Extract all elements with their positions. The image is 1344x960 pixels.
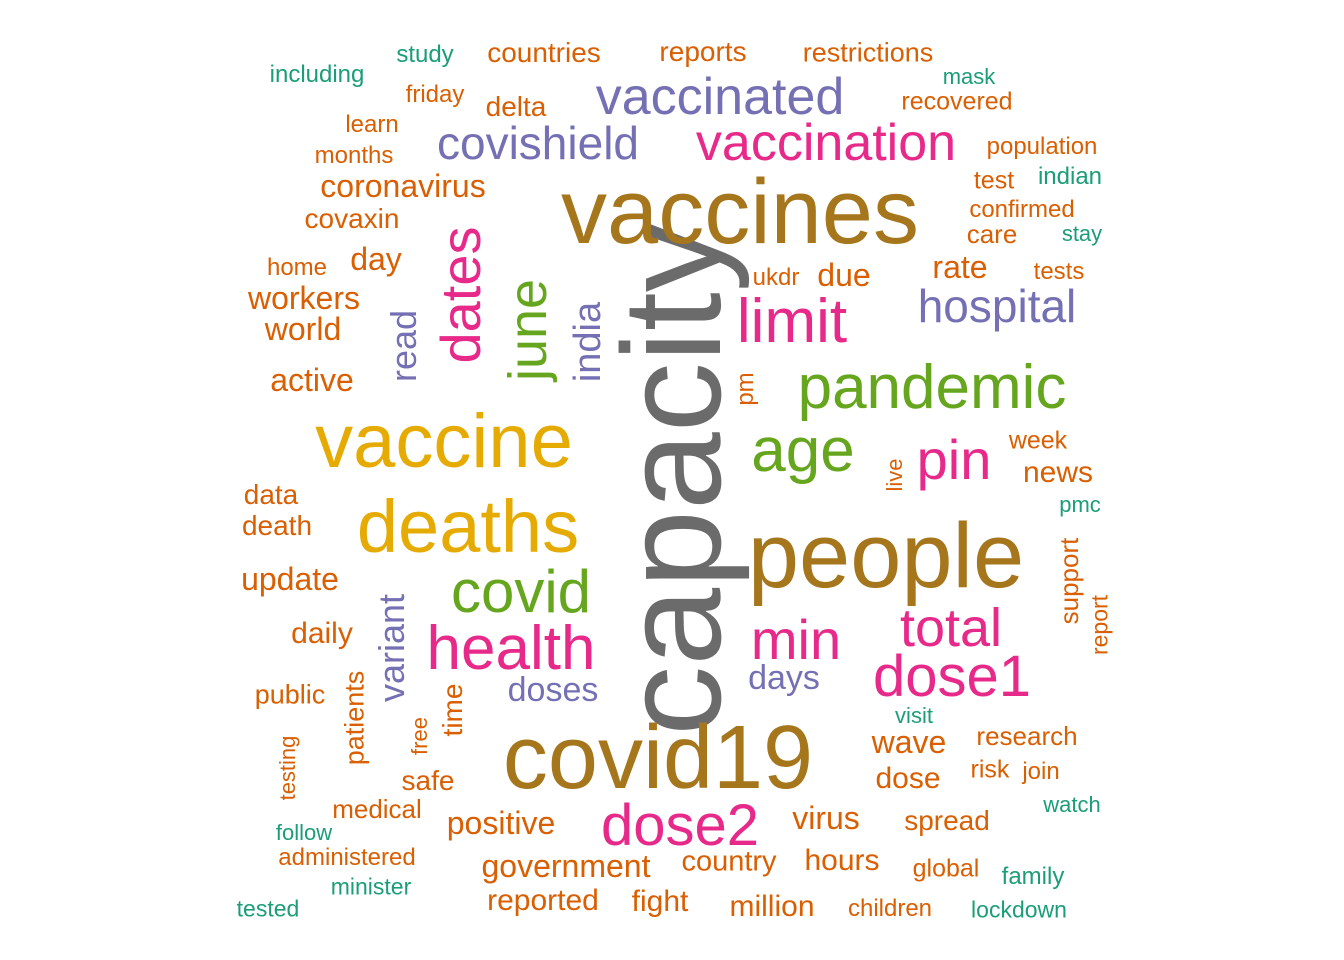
word-safe: safe [401, 765, 455, 796]
word-mask: mask [942, 64, 996, 89]
word-care: care [966, 219, 1018, 249]
word-learn: learn [345, 111, 399, 138]
word-data: data [243, 479, 299, 510]
word-covid: covid [450, 558, 592, 625]
word-recovered: recovered [901, 87, 1013, 116]
word-test: test [973, 166, 1015, 195]
word-indian: indian [1037, 163, 1103, 190]
word-pin: pin [916, 428, 992, 491]
word-tested: tested [236, 895, 300, 922]
word-tests: tests [1033, 258, 1085, 285]
word-due: due [817, 257, 871, 293]
word-covishield: covishield [437, 117, 639, 169]
word-global: global [912, 854, 980, 883]
word-covid19: covid19 [502, 708, 814, 808]
word-home: home [266, 254, 328, 281]
word-confirmed: confirmed [969, 196, 1075, 223]
word-workers: workers [247, 280, 361, 316]
word-daily: daily [291, 617, 353, 650]
word-vaccination: vaccination [695, 114, 957, 172]
word-million: million [729, 890, 815, 923]
word-covaxin: covaxin [304, 203, 400, 234]
word-minister: minister [330, 873, 412, 900]
word-testing: testing [275, 735, 300, 801]
word-medical: medical [332, 794, 422, 824]
word-dose1: dose1 [872, 644, 1032, 709]
word-restrictions: restrictions [802, 37, 934, 68]
word-age: age [751, 416, 855, 485]
word-doses: doses [507, 671, 599, 709]
word-active: active [270, 362, 354, 398]
word-week: week [1008, 426, 1068, 455]
word-capacity: capacity [593, 222, 750, 736]
word-dates: dates [429, 226, 492, 364]
word-virus: virus [792, 800, 860, 836]
word-pmc: pmc [1059, 492, 1101, 517]
word-lockdown: lockdown [971, 896, 1067, 923]
word-family: family [1001, 863, 1065, 890]
word-variant: variant [371, 593, 412, 703]
word-hospital: hospital [917, 280, 1077, 332]
word-limit: limit [736, 287, 848, 356]
word-june: june [498, 278, 558, 382]
word-visit: visit [895, 703, 933, 728]
word-news: news [1022, 456, 1094, 489]
word-join: join [1022, 758, 1060, 785]
word-delta: delta [485, 91, 547, 122]
word-time: time [437, 683, 468, 737]
word-support: support [1054, 537, 1084, 625]
word-including: including [269, 61, 365, 88]
word-coronavirus: coronavirus [320, 168, 486, 204]
word-days: days [748, 659, 820, 697]
word-research: research [976, 721, 1078, 751]
word-report: report [1086, 594, 1113, 656]
word-spread: spread [904, 805, 990, 836]
word-risk: risk [970, 755, 1010, 784]
word-patients: patients [339, 670, 370, 766]
word-pandemic: pandemic [797, 353, 1067, 422]
word-reported: reported [487, 884, 599, 917]
word-population: population [986, 133, 1098, 160]
word-administered: administered [278, 844, 416, 871]
word-public: public [254, 679, 326, 710]
word-dose2: dose2 [600, 793, 760, 858]
word-positive: positive [446, 805, 556, 841]
word-vaccine: vaccine [315, 399, 573, 484]
word-update: update [241, 561, 339, 597]
word-health: health [426, 614, 596, 683]
word-live: live [882, 458, 907, 492]
word-follow: follow [275, 820, 333, 845]
word-rate: rate [932, 249, 988, 285]
word-months: months [314, 142, 394, 169]
word-wave: wave [871, 724, 947, 760]
word-countries: countries [487, 37, 601, 68]
word-stay: stay [1061, 221, 1103, 246]
word-friday: friday [405, 81, 465, 108]
word-reports: reports [659, 36, 747, 67]
word-study: study [396, 41, 454, 68]
word-children: children [847, 895, 933, 922]
word-read: read [383, 309, 424, 383]
word-government: government [481, 848, 651, 884]
word-free: free [407, 717, 432, 755]
word-fight: fight [631, 885, 689, 918]
word-people: people [747, 505, 1025, 607]
word-day: day [350, 241, 402, 277]
word-ukdr: ukdr [752, 264, 800, 291]
word-vaccines: vaccines [561, 161, 919, 263]
word-country: country [681, 845, 777, 878]
word-india: india [567, 301, 609, 383]
word-death: death [241, 510, 313, 541]
word-watch: watch [1043, 792, 1101, 817]
word-pm: pm [732, 372, 759, 406]
word-vaccinated: vaccinated [595, 68, 845, 126]
word-min: min [750, 608, 842, 671]
word-hours: hours [804, 844, 880, 877]
word-deaths: deaths [356, 485, 580, 568]
word-dose: dose [875, 762, 941, 795]
word-world: world [264, 311, 342, 347]
word-total: total [899, 598, 1003, 658]
